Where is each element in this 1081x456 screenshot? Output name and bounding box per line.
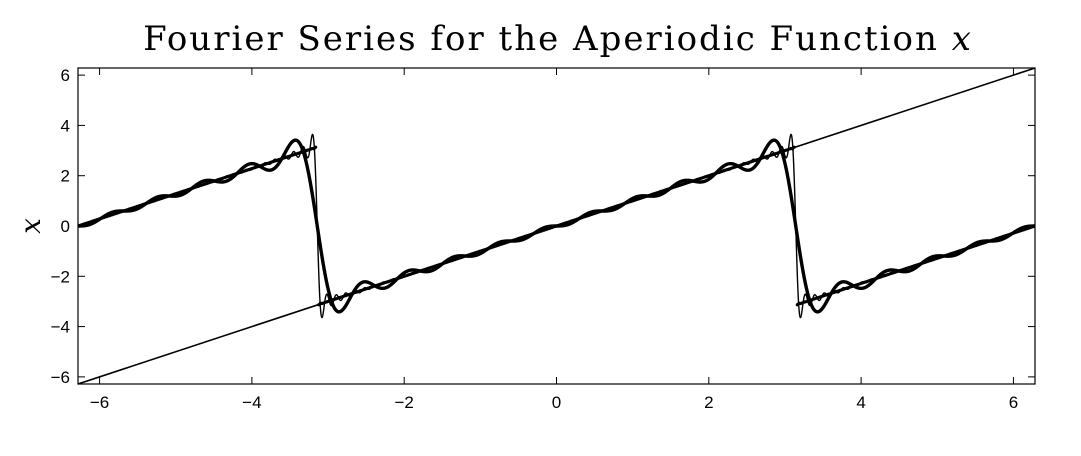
x-tick-label: −6 (90, 393, 109, 412)
y-axis-label: x (14, 218, 47, 234)
y-tick-label: 0 (61, 217, 70, 236)
y-tick-label: −4 (51, 318, 70, 337)
x-tick-label: 6 (1009, 393, 1018, 412)
x-tick-label: 2 (704, 393, 713, 412)
y-tick-label: −2 (51, 267, 70, 286)
series-point (315, 224, 319, 228)
chart-title-variable: x (952, 19, 973, 59)
series-point (794, 224, 798, 228)
x-tick-label: −2 (394, 393, 413, 412)
y-tick-label: −6 (51, 368, 70, 387)
series-group (78, 67, 1035, 385)
x-tick-label: 0 (552, 393, 561, 412)
x-tick-label: −4 (242, 393, 261, 412)
y-tick-label: 4 (61, 116, 70, 135)
x-tick-label: 4 (856, 393, 865, 412)
chart-title: Fourier Series for the Aperiodic Functio… (143, 19, 973, 59)
y-tick-label: 2 (61, 167, 70, 186)
plot-area: −6 −4 −2 0 2 4 6 −6 −4 −2 0 2 4 6 (51, 66, 1036, 412)
y-tick-label: 6 (61, 66, 70, 85)
series-point (792, 145, 796, 149)
series-200-terms-dotted (78, 145, 1035, 307)
series-point (314, 145, 318, 149)
